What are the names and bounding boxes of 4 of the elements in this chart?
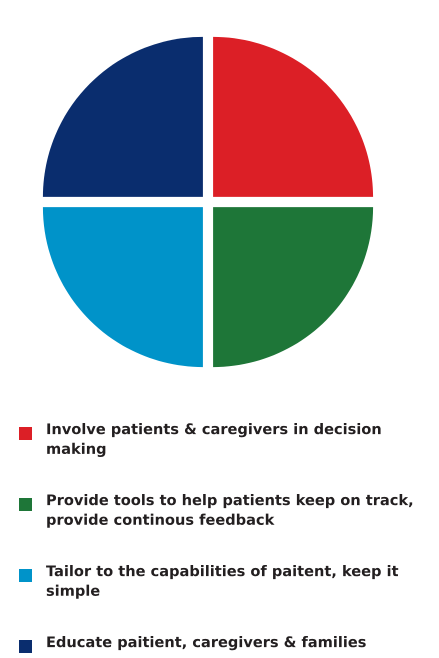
legend-label: Involve patients & caregivers in decision making — [47, 423, 381, 457]
legend-label: Educate paitient, caregivers & families — [47, 636, 366, 650]
legend-label: Tailor to the capabilities of paitent, keep it simple — [46, 565, 398, 599]
legend-label: Provide tools to help patients keep on track, provide continous feedback — [47, 494, 412, 528]
